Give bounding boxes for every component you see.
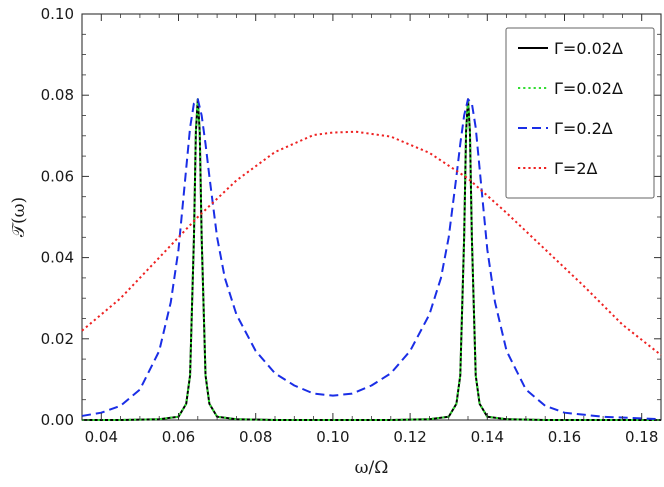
y-tick-label: 0.00 [41, 411, 74, 429]
legend-label-3: Γ=2Δ [554, 159, 598, 178]
x-tick-label: 0.10 [316, 428, 349, 446]
y-tick-label: 0.04 [41, 249, 74, 267]
legend: Γ=0.02Δ Γ=0.02Δ Γ=0.2Δ Γ=2Δ [505, 27, 655, 199]
x-tick-label: 0.16 [548, 428, 581, 446]
y-tick-label: 0.06 [41, 167, 74, 185]
legend-label-0: Γ=0.02Δ [554, 39, 623, 58]
series-line-1 [82, 98, 661, 421]
legend-box [505, 27, 655, 199]
y-tick-label: 0.10 [41, 5, 74, 23]
x-tick-label: 0.04 [85, 428, 118, 446]
y-tick-label: 0.02 [41, 330, 74, 348]
series-line-3 [81, 130, 662, 356]
x-axis-label: ω/Ω [355, 458, 389, 478]
ticks-layer: 0.04 0.06 0.08 0.10 0.12 0.14 0.16 0.18 0.00 0.02… [41, 5, 662, 446]
legend-label-2: Γ=0.2Δ [554, 119, 613, 138]
y-axis-label: 𝒯(ω) [9, 197, 29, 237]
x-tick-label: 0.12 [393, 428, 426, 446]
y-tick-label: 0.08 [41, 86, 74, 104]
series-line-2 [81, 98, 662, 421]
legend-label-1: Γ=0.02Δ [554, 79, 623, 98]
x-tick-label: 0.08 [239, 428, 272, 446]
x-tick-label: 0.06 [162, 428, 195, 446]
series-layer [81, 98, 662, 421]
x-tick-label: 0.18 [625, 428, 658, 446]
x-tick-label: 0.14 [471, 428, 504, 446]
